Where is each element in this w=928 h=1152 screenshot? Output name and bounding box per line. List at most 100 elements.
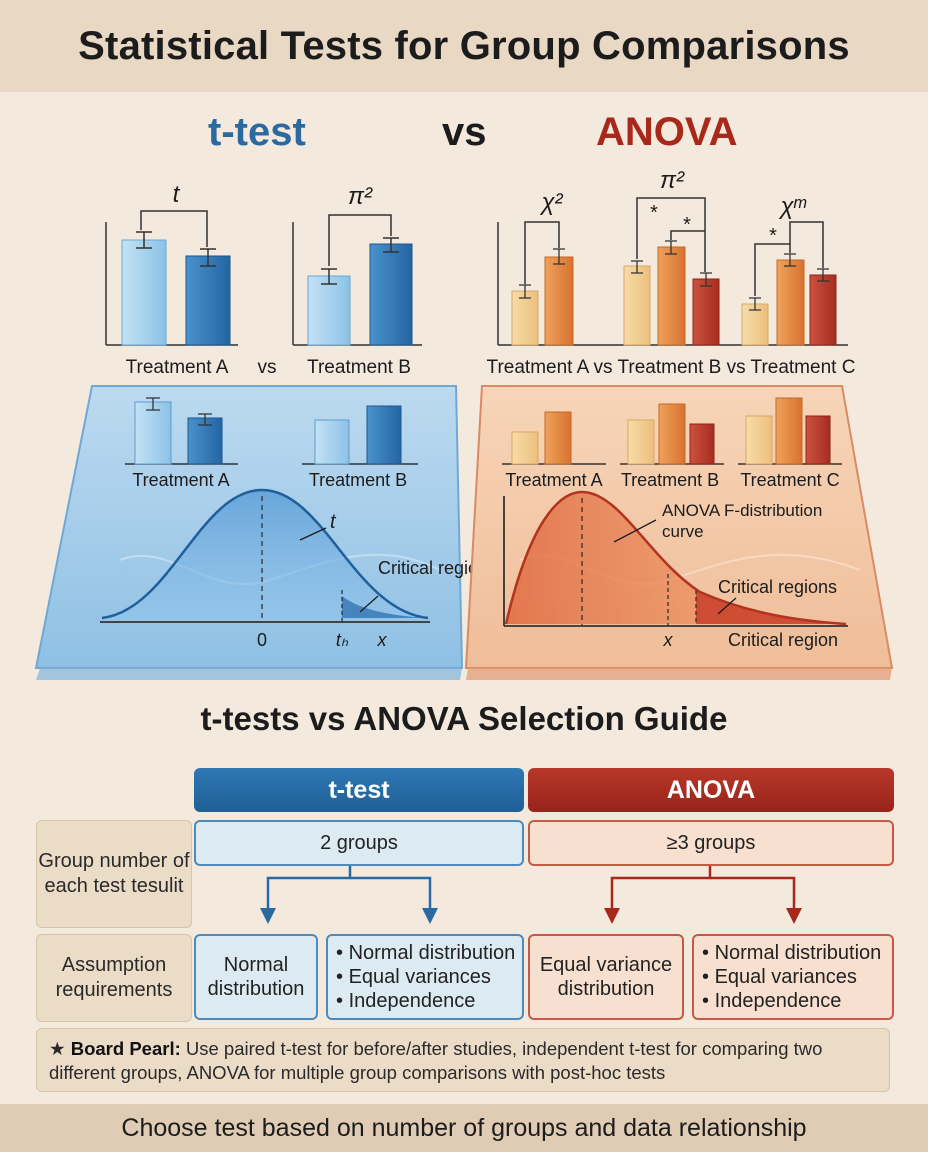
ttest-chart-right: π² Treatment B <box>292 183 422 378</box>
vs-heading: vs <box>442 110 487 154</box>
anova-top-bar-g2-a <box>623 265 651 346</box>
anova-top-sig-mark-3: * <box>769 225 777 247</box>
ttest-groups-box: 2 groups <box>194 820 524 866</box>
star-icon: ★ <box>49 1038 66 1059</box>
ttest-right-x-label: Treatment B <box>307 357 411 378</box>
anova-curve-area <box>506 492 846 624</box>
board-pearl: ★ Board Pearl: Use paired t-test for bef… <box>36 1028 890 1092</box>
ttest-assumption-item: Independence <box>336 989 515 1013</box>
anova-top-symbol-2: π² <box>660 167 685 194</box>
anova-top-bracket-g1 <box>524 221 560 284</box>
anova-top-error-g2-a <box>631 260 643 274</box>
anova-panel-bar-c1 <box>745 415 773 465</box>
ttest-left-bar-a <box>121 239 167 346</box>
anova-top-error-g1-a <box>519 284 531 299</box>
ttest-right-bar-b <box>369 243 413 346</box>
anova-top-bar-g3-b <box>776 259 805 346</box>
anova-assumption-list: Normal distribution Equal variances Inde… <box>702 941 882 1013</box>
anova-panel-group-c: Treatment C <box>740 470 839 490</box>
anova-top-bracket-g2-outer <box>636 197 706 272</box>
anova-curve-label-box: ANOVA F-distribution curve <box>662 501 823 541</box>
anova-critical-region-label: Critical region <box>728 630 838 650</box>
anova-heading: ANOVA <box>596 110 738 154</box>
ttest-t-label: tₕ <box>336 630 349 650</box>
anova-panel-bar-a2 <box>544 411 572 465</box>
anova-top-bracket-g3-outer <box>789 221 824 268</box>
ttest-arrow-right <box>350 876 432 910</box>
anova-top-bar-g2-c <box>692 278 720 346</box>
anova-top-bar-g3-a <box>741 303 769 346</box>
anova-curve-label: ANOVA F-distribution curve <box>662 501 823 541</box>
ttest-panel-edge <box>36 668 462 680</box>
anova-top-error-g2-b <box>665 240 677 255</box>
anova-panel-bar-a1 <box>511 431 539 465</box>
anova-top-bracket-g2-inner <box>670 230 705 240</box>
comparison-diagram: t Treatment A vs π² Treatment B χ² * <box>34 167 894 680</box>
ttest-panel-bar-b1 <box>314 419 350 465</box>
anova-panel-edge <box>466 668 892 680</box>
anova-top-bar-g1-a <box>511 290 539 346</box>
anova-curve-line <box>504 490 847 626</box>
ttest-assumption-item: Equal variances <box>336 965 515 989</box>
ttest-assumption-list: Normal distribution Equal variances Inde… <box>336 941 516 1013</box>
board-pearl-label: Board Pearl: <box>70 1038 181 1059</box>
anova-panel-bar-b2 <box>658 403 686 465</box>
anova-top-x-label: Treatment A vs Treatment B vs Treatment … <box>487 357 856 378</box>
ttest-assumption-box-a: Normal distribution <box>194 934 318 1020</box>
ttest-panel-group-b: Treatment B <box>309 470 407 490</box>
ttest-curve-label: t <box>330 511 337 533</box>
ttest-arrowhead-left <box>260 908 276 924</box>
ttest-left-x-label: Treatment A <box>126 357 229 378</box>
ttest-right-symbol: π² <box>348 183 373 210</box>
ttest-left-symbol: t <box>173 181 181 208</box>
anova-curve-pointer <box>613 519 657 543</box>
ttest-heading: t-test <box>208 110 306 154</box>
anova-critical-regions-label: Critical regions <box>718 577 837 597</box>
anova-top-bar-g3-c <box>809 274 837 346</box>
anova-x-label: x <box>663 630 674 650</box>
ttest-critical-label: Critical regions <box>378 558 497 578</box>
ttest-critical-pointer <box>359 595 379 613</box>
ttest-panel-error-a2 <box>198 413 212 426</box>
anova-arrowhead-right <box>786 908 802 924</box>
anova-panel-bar-b3 <box>689 423 715 465</box>
ttest-arrowhead-right <box>422 908 438 924</box>
selection-guide-title: t-tests vs ANOVA Selection Guide <box>200 700 728 737</box>
anova-top-error-g3-b <box>784 253 796 267</box>
ttest-panel-bar-a1 <box>134 401 172 465</box>
ttest-curve-pointer <box>299 527 327 541</box>
ttest-left-error-bar-b <box>200 248 216 267</box>
anova-assumption-box-b: Normal distribution Equal variances Inde… <box>692 934 894 1020</box>
anova-critical-region <box>696 590 846 624</box>
anova-top-symbol-3: χᵐ <box>778 193 806 220</box>
anova-panel-bar-c2 <box>775 397 803 465</box>
anova-top-bar-g2-b <box>657 246 686 346</box>
board-pearl-text: Use paired t-test for before/after studi… <box>49 1038 823 1083</box>
ttest-assumption-item: Normal distribution <box>336 941 516 965</box>
footer-summary: Choose test based on number of groups an… <box>0 1104 928 1152</box>
ttest-panel-bar-b2 <box>366 405 402 465</box>
anova-top-error-g1-b <box>553 248 565 265</box>
anova-groups-box: ≥3 groups <box>528 820 894 866</box>
ttest-panel-error-a1 <box>146 397 160 411</box>
ttest-right-error-bar-a <box>321 268 337 285</box>
anova-panel-bar-c3 <box>805 415 831 465</box>
guide-anova-header: ANOVA <box>528 768 894 812</box>
top-vs-label: vs <box>258 357 277 378</box>
anova-arrow-left <box>610 866 712 910</box>
page-title: Statistical Tests for Group Comparisons <box>0 0 928 92</box>
row-label-assumptions: Assumption requirements <box>36 934 192 1022</box>
anova-top-error-g3-a <box>749 297 761 311</box>
anova-top-chart: χ² * * π² * χᵐ Treatment A vs Treatment … <box>487 167 856 378</box>
ttest-critical-region <box>342 596 428 618</box>
ttest-chart-left: t Treatment A <box>105 181 238 378</box>
ttest-curve-area <box>102 490 428 618</box>
ttest-left-error-bar-a <box>136 231 152 249</box>
ttest-assumption-box-b: Normal distribution Equal variances Inde… <box>326 934 524 1020</box>
ttest-zero-label: 0 <box>257 630 267 650</box>
guide-arrows <box>260 866 802 924</box>
anova-assumption-item: Normal distribution <box>702 941 882 965</box>
anova-top-sig-mark-2: * <box>683 214 691 236</box>
anova-top-error-g3-c <box>817 268 829 282</box>
anova-arrowhead-left <box>604 908 620 924</box>
